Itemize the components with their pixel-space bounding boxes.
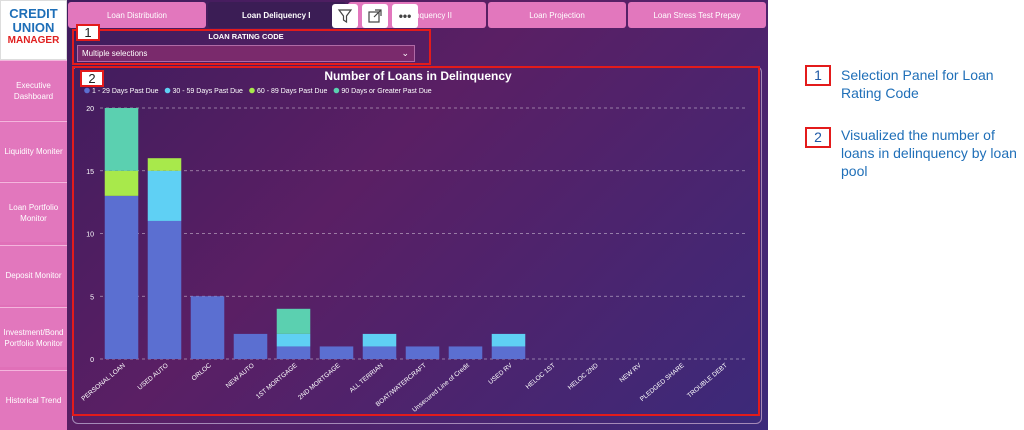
tab-label: Loan Stress Test Prepay	[653, 10, 741, 20]
bar-segment[interactable]	[276, 333, 311, 347]
logo-line-3: MANAGER	[7, 35, 60, 46]
tab-label: Loan Distribution	[106, 10, 168, 20]
bar-segment[interactable]	[405, 346, 440, 359]
tab-label: nquency II	[415, 10, 452, 20]
y-tick-label: 5	[90, 294, 94, 301]
logo[interactable]: CREDIT UNION MANAGER	[0, 0, 67, 60]
bar-segment[interactable]	[362, 346, 397, 359]
legend-label: 1 - 29 Days Past Due	[92, 88, 159, 95]
sidebar-item-label: Investment/Bond Portfolio Monitor	[3, 327, 64, 348]
tab-loan-distribution[interactable]: Loan Distribution	[68, 2, 206, 28]
filter-title: LOAN RATING CODE	[208, 32, 284, 41]
bar-segment[interactable]	[104, 195, 139, 359]
tab-label: Loan Projection	[529, 10, 585, 20]
bar-segment[interactable]	[276, 308, 311, 334]
bar-segment[interactable]	[491, 346, 526, 359]
expand-icon	[368, 9, 382, 23]
focus-mode-button[interactable]	[362, 4, 388, 28]
sidebar-item-label: Historical Trend	[5, 396, 62, 405]
bar-segment[interactable]	[104, 108, 139, 171]
logo-line-2: UNION	[12, 20, 55, 35]
bar-segment[interactable]	[147, 158, 182, 171]
sidebar-item-investment-bond-portfolio-monitor[interactable]: Investment/Bond Portfolio Monitor	[0, 307, 67, 367]
bar-segment[interactable]	[147, 220, 182, 359]
filter-value: Multiple selections	[82, 49, 148, 58]
tab-label: Loan Deliquency I	[242, 10, 311, 20]
y-tick-label: 15	[86, 169, 94, 176]
annotation-1-number: 1	[805, 65, 831, 86]
bar-segment[interactable]	[147, 170, 182, 221]
sidebar-item-historical-trend[interactable]: Historical Trend	[0, 370, 67, 430]
tab-loan-projection[interactable]: Loan Projection	[488, 2, 626, 28]
annotation-2-text: Visualized the number of loans in delinq…	[841, 127, 1017, 179]
bar-segment[interactable]	[319, 346, 354, 359]
chart-title: Number of Loans in Delinquency	[324, 69, 512, 83]
sidebar-item-label: Deposit Monitor	[5, 271, 62, 280]
logo-line-1: CREDIT	[9, 6, 58, 21]
annotation-1-text: Selection Panel for Loan Rating Code	[841, 67, 994, 101]
chevron-down-icon: ⌄	[401, 48, 409, 58]
bar-segment[interactable]	[491, 333, 526, 347]
annotation-box-1	[72, 29, 431, 65]
bar-segment[interactable]	[233, 333, 268, 359]
sidebar-item-executive-dashboard[interactable]: Executive Dashboard	[0, 60, 67, 120]
sidebar: CREDIT UNION MANAGER Executive Dashboard…	[0, 0, 67, 430]
annotation-2-number: 2	[805, 127, 831, 148]
sidebar-item-deposit-monitor[interactable]: Deposit Monitor	[0, 245, 67, 305]
y-tick-label: 20	[86, 106, 94, 113]
legend-label: 30 - 59 Days Past Due	[173, 88, 244, 95]
annotation-box-2	[72, 66, 760, 416]
annotation-box-1-number: 1	[76, 24, 100, 41]
legend-marker	[249, 87, 255, 94]
bar-segment[interactable]	[104, 170, 139, 196]
bar-segment[interactable]	[448, 346, 483, 359]
filter-button[interactable]	[332, 4, 358, 28]
legend-label: 90 Days or Greater Past Due	[341, 88, 431, 95]
y-tick-label: 10	[86, 232, 94, 239]
legend-marker	[84, 87, 90, 94]
tab-loan-deliquency-i[interactable]: Loan Deliquency I	[208, 2, 346, 28]
y-tick-label: 0	[90, 357, 94, 364]
sidebar-item-label: Loan Portfolio Monitor	[8, 202, 59, 223]
loan-rating-code-select[interactable]: Multiple selections ⌄	[77, 45, 415, 62]
tab-loan-stress-test-prepay[interactable]: Loan Stress Test Prepay	[628, 2, 766, 28]
bar-segment[interactable]	[362, 333, 397, 347]
bar-segment[interactable]	[276, 346, 311, 359]
sidebar-item-label: Liquidity Moniter	[4, 147, 63, 156]
more-options-button[interactable]: •••	[392, 4, 418, 28]
legend-marker	[333, 87, 340, 94]
sidebar-item-label: Executive Dashboard	[13, 80, 54, 101]
sidebar-item-liquidity-moniter[interactable]: Liquidity Moniter	[0, 121, 67, 181]
filter-icon	[337, 9, 353, 24]
legend-marker	[164, 87, 171, 94]
dashboard: CREDIT UNION MANAGER Executive Dashboard…	[0, 0, 768, 430]
legend-label: 60 - 89 Days Past Due	[257, 88, 328, 95]
sidebar-item-loan-portfolio-monitor[interactable]: Loan Portfolio Monitor	[0, 182, 67, 242]
bar-segment[interactable]	[190, 296, 225, 359]
annotation-box-2-number: 2	[80, 70, 104, 87]
